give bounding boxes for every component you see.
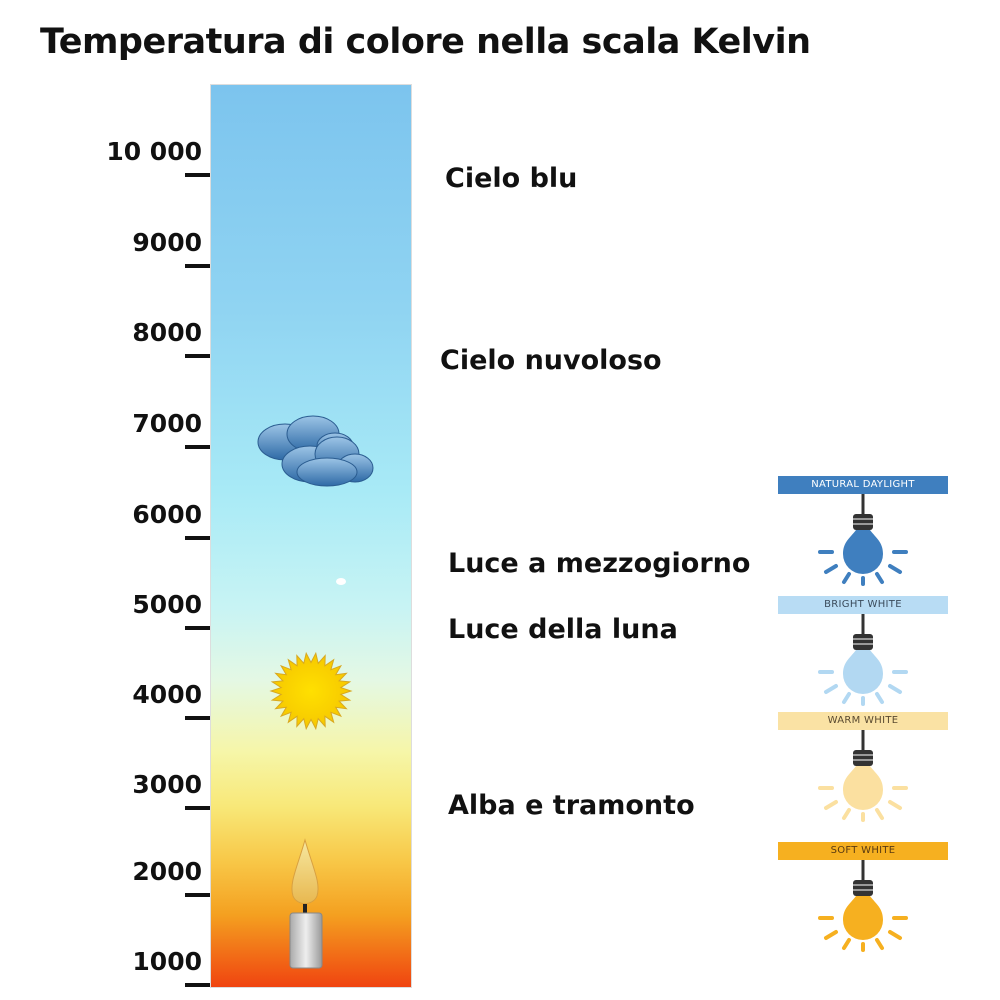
- tick-mark: [185, 445, 210, 449]
- tick-mark: [185, 354, 210, 358]
- tick-label: 6000: [132, 500, 202, 529]
- light-bulb-icon: [818, 614, 908, 706]
- tick-mark: [185, 173, 210, 177]
- tick-mark: [185, 536, 210, 540]
- tick-label: 5000: [132, 590, 202, 619]
- cloud-icon: [257, 415, 374, 487]
- candle-icon: [289, 838, 323, 969]
- bulb-warm-white: WARM WHITE: [778, 712, 948, 822]
- tick-mark: [185, 893, 210, 897]
- light-bulb-icon: [818, 730, 908, 822]
- tick-label: 7000: [132, 409, 202, 438]
- tick-mark: [185, 626, 210, 630]
- annotation-cielo-blu: Cielo blu: [445, 163, 578, 194]
- annotation-cielo-nuvoloso: Cielo nuvoloso: [440, 345, 662, 376]
- tick-mark: [185, 983, 210, 987]
- bulb-soft-white: SOFT WHITE: [778, 842, 948, 952]
- annotation-alba-tramonto: Alba e tramonto: [448, 790, 695, 821]
- kelvin-gradient-bar: [210, 84, 412, 988]
- tick-label: 10 000: [106, 137, 202, 166]
- tick-label: 8000: [132, 318, 202, 347]
- annotation-luce-luna: Luce della luna: [448, 614, 678, 645]
- bulb-header: NATURAL DAYLIGHT: [778, 476, 948, 494]
- bulb-header: WARM WHITE: [778, 712, 948, 730]
- tick-mark: [185, 806, 210, 810]
- bulb-bright-white: BRIGHT WHITE: [778, 596, 948, 706]
- moon-dot-icon: [336, 578, 346, 585]
- bulb-header: SOFT WHITE: [778, 842, 948, 860]
- tick-label: 1000: [132, 947, 202, 976]
- sun-icon: [269, 651, 353, 731]
- tick-label: 2000: [132, 857, 202, 886]
- page-title: Temperatura di colore nella scala Kelvin: [40, 22, 811, 62]
- light-bulb-icon: [818, 860, 908, 952]
- tick-mark: [185, 716, 210, 720]
- light-bulb-icon: [818, 494, 908, 586]
- tick-label: 9000: [132, 228, 202, 257]
- tick-label: 4000: [132, 680, 202, 709]
- annotation-luce-mezzogiorno: Luce a mezzogiorno: [448, 548, 751, 579]
- bulb-natural-daylight: NATURAL DAYLIGHT: [778, 476, 948, 586]
- bulb-header: BRIGHT WHITE: [778, 596, 948, 614]
- tick-mark: [185, 264, 210, 268]
- tick-label: 3000: [132, 770, 202, 799]
